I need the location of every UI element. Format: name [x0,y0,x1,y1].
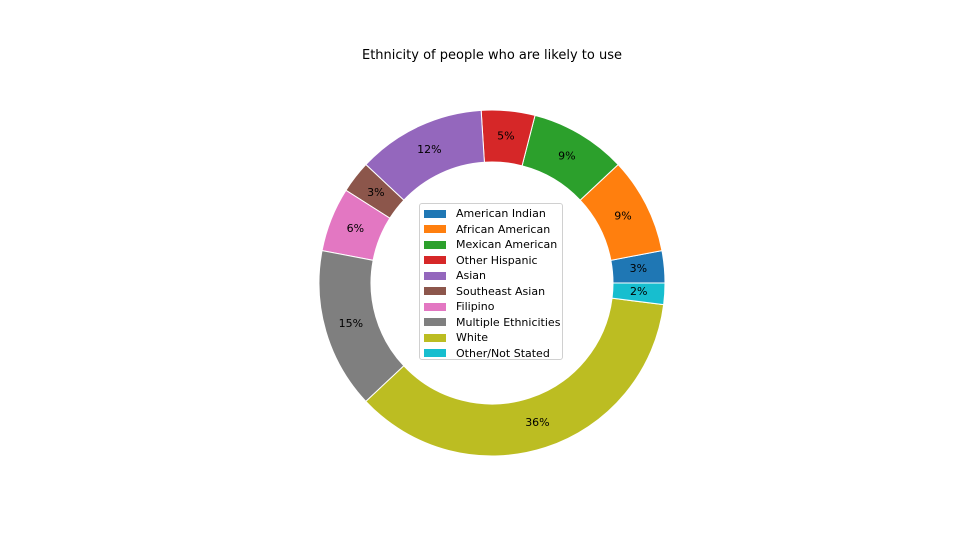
pct-label: 3% [630,262,647,275]
pct-label: 9% [558,149,575,162]
legend-item: Multiple Ethnicities [424,315,562,331]
pct-label: 5% [497,130,514,143]
pct-labels-layer: 3% 9% 9% 5% 12% 3% 6% 15% 36% 2% [339,130,648,429]
legend-item: Filipino [424,299,562,315]
pct-label: 2% [630,285,647,298]
legend-item: Asian [424,268,562,284]
legend-item: Southeast Asian [424,284,562,300]
pct-label: 36% [525,416,549,429]
pct-label: 15% [339,317,363,330]
legend-swatch [424,271,446,280]
legend-label: Southeast Asian [456,284,546,298]
chart-legend: American Indian African American Mexican A… [419,203,563,360]
legend-label: Filipino [456,300,495,314]
legend-label: Other/Not Stated [456,346,550,360]
legend-swatch [424,209,446,218]
pct-label: 12% [417,143,441,156]
legend-label: American Indian [456,207,546,221]
legend-label: White [456,331,488,345]
legend-item: Other Hispanic [424,253,562,269]
legend-swatch [424,240,446,249]
legend-label: Asian [456,269,487,283]
legend-swatch [424,225,446,234]
legend-item: African American [424,222,562,238]
pct-label: 6% [347,222,364,235]
legend-swatch [424,333,446,342]
slice-other-not-stated [611,282,666,306]
legend-swatch [424,349,446,358]
legend-swatch [424,302,446,311]
slices-layer [318,109,666,457]
chart-title: Ethnicity of people who are likely to us… [362,48,622,63]
legend-label: Multiple Ethnicities [456,315,561,329]
legend-item: Other/Not Stated [424,346,562,362]
legend-item: White [424,330,562,346]
legend-item: Mexican American [424,237,562,253]
slice-white [365,297,665,457]
legend-swatch [424,318,446,327]
pct-label: 3% [367,186,384,199]
legend-swatch [424,256,446,265]
legend-label: Mexican American [456,238,558,252]
legend-item: American Indian [424,206,562,222]
legend-swatch [424,287,446,296]
legend-label: African American [456,222,551,236]
legend-label: Other Hispanic [456,253,538,267]
pct-label: 9% [614,209,631,222]
